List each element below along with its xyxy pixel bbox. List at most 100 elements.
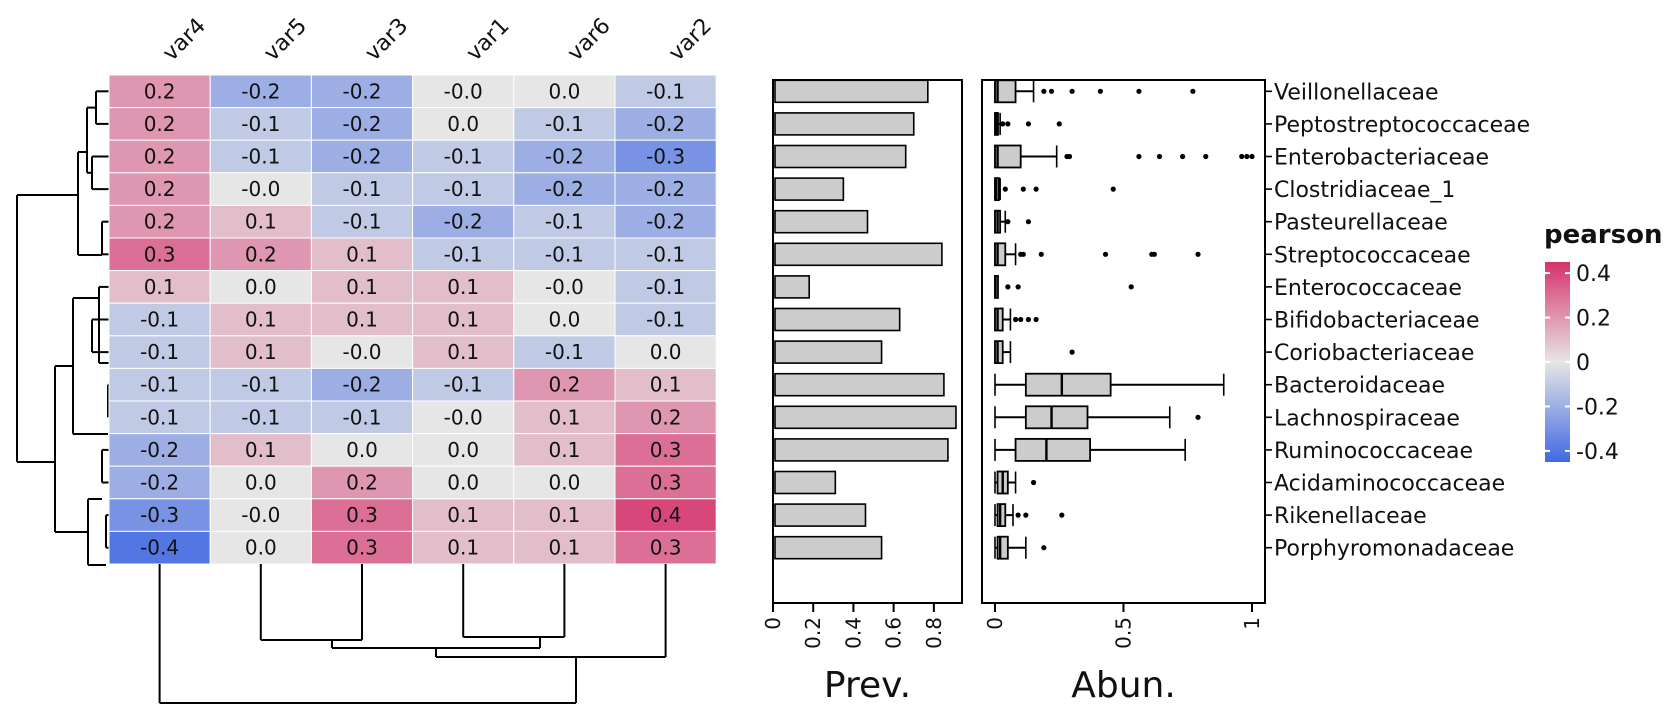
heatmap-cell-label: -0.2 — [342, 145, 381, 169]
heatmap-cell-label: 0.2 — [144, 177, 176, 201]
heatmap-cell — [209, 302, 312, 337]
column-labels: var4 var5 var3 var1 var6 var2 — [158, 14, 717, 67]
heatmap-cell-label: 0.1 — [245, 340, 277, 364]
prevalence-bar-panel: 0 0.2 0.4 0.6 0.8 Prev. — [761, 79, 963, 706]
heatmap-cell — [209, 204, 312, 239]
heatmap-cell-label: 0.2 — [245, 242, 277, 266]
heatmap-cell-label: -0.1 — [646, 242, 685, 266]
boxplot-outlier — [1033, 186, 1039, 192]
boxplot-outlier — [1097, 88, 1103, 94]
heatmap-cell-label: 0.3 — [346, 503, 378, 527]
heatmap-cell-label: -0.1 — [140, 405, 179, 429]
heatmap-cell-label: 0.0 — [548, 308, 580, 332]
prevalence-axis-title: Prev. — [824, 665, 911, 706]
column-label: var5 — [259, 14, 312, 67]
boxplot-outlier — [1025, 316, 1032, 323]
heatmap-cell-label: -0.1 — [646, 275, 685, 299]
heatmap-cell-label: -0.1 — [241, 405, 280, 429]
boxplot-outlier — [1038, 251, 1044, 257]
heatmap-cell — [108, 237, 211, 272]
heatmap-cell-label: -0.2 — [342, 79, 381, 103]
prevalence-x-tick-label: 0.2 — [801, 617, 825, 649]
heatmap-cell-label: 0.0 — [245, 275, 277, 299]
boxplot-outlier — [1020, 186, 1026, 192]
boxplot-box — [1024, 372, 1112, 397]
prevalence-bar — [774, 242, 943, 267]
row-label: Clostridiaceae_1 — [1274, 178, 1455, 203]
boxplot-outlier — [1151, 251, 1157, 257]
heatmap-cell — [614, 139, 717, 174]
boxplot-outlier — [1005, 284, 1011, 290]
color-legend: pearson 0.4 0.2 0 -0.2 -0.4 — [1544, 220, 1662, 465]
heatmap-cell-label: 0.0 — [447, 112, 479, 136]
heatmap-cell — [209, 139, 312, 174]
boxplot-outlier — [1239, 153, 1245, 160]
column-label: var4 — [158, 14, 211, 67]
boxplot-outlier — [1249, 153, 1255, 160]
boxplot-outlier — [1136, 153, 1142, 160]
heatmap-cell-label: 0.1 — [447, 308, 479, 332]
boxplot-outlier — [1002, 186, 1008, 192]
heatmap-cell-label: -0.1 — [241, 112, 280, 136]
heatmap-cell-label: -0.1 — [444, 242, 483, 266]
heatmap-cell-label: 0.3 — [144, 242, 176, 266]
heatmap-cell — [108, 107, 211, 141]
heatmap-cell — [310, 367, 414, 402]
heatmap-cell — [513, 302, 616, 337]
heatmap-cell — [310, 172, 414, 206]
heatmap-cell-label: -0.1 — [545, 340, 584, 364]
heatmap-cell — [310, 139, 414, 174]
heatmap-cell-label: 0.2 — [144, 145, 176, 169]
row-label: Pasteurellaceae — [1274, 211, 1448, 236]
boxplot-outlier — [1203, 153, 1209, 160]
heatmap-cell — [412, 498, 515, 532]
legend-tick-label: 0.2 — [1576, 307, 1611, 332]
heatmap-cell-label: 0.0 — [548, 471, 580, 495]
column-label: var6 — [563, 14, 616, 67]
boxplot-box — [1014, 437, 1091, 462]
prevalence-bar — [774, 372, 945, 397]
heatmap-cell — [614, 302, 717, 337]
heatmap-cell-label: -0.0 — [241, 177, 280, 201]
legend-tick-label: -0.4 — [1576, 440, 1619, 465]
heatmap-cell-label: -0.0 — [545, 275, 584, 299]
heatmap-cell — [108, 498, 211, 532]
heatmap-cell-label: 0.2 — [144, 210, 176, 234]
boxplot-outlier — [1190, 88, 1196, 94]
heatmap-cell — [209, 74, 312, 109]
boxplot-outlier — [1033, 316, 1039, 323]
prevalence-x-tick-label: 0.8 — [922, 617, 946, 649]
legend-tick-label: -0.2 — [1576, 395, 1619, 420]
prevalence-bar — [774, 275, 810, 299]
heatmap-cell-label: 0.0 — [447, 438, 479, 462]
boxplot-outlier — [1025, 121, 1032, 127]
heatmap-cell — [513, 433, 616, 467]
heatmap-cell — [513, 74, 616, 109]
prevalence-x-tick-label: 0 — [761, 617, 785, 630]
heatmap-cell-label: -0.2 — [140, 438, 179, 462]
boxplot-outlier — [1000, 121, 1006, 127]
boxplot-box — [1024, 405, 1089, 430]
heatmap-cell-label: 0.3 — [650, 438, 682, 462]
heatmap-cell-label: -0.0 — [342, 340, 381, 364]
heatmap-cell-label: -0.2 — [646, 210, 685, 234]
heatmap-cell-label: 0.0 — [245, 471, 277, 495]
boxplot-outlier — [1015, 284, 1021, 290]
heatmap-cell-label: 0.1 — [548, 503, 580, 527]
heatmap-cell — [310, 204, 414, 239]
heatmap-cell-label: -0.1 — [444, 373, 483, 397]
boxplot-outlier — [1005, 219, 1011, 225]
boxplot-outlier — [1041, 88, 1047, 94]
heatmap-cell-label: 0.2 — [650, 405, 682, 429]
heatmap-cell — [513, 367, 616, 402]
heatmap-cell-label: -0.1 — [140, 308, 179, 332]
row-label: Enterobacteriaceae — [1274, 146, 1489, 171]
heatmap-cell-label: 0.1 — [144, 275, 176, 299]
heatmap-cell-label: -0.2 — [444, 210, 483, 234]
boxplot-outlier — [1018, 316, 1024, 323]
column-label: var2 — [664, 14, 717, 67]
boxplot-outlier — [1005, 121, 1011, 127]
heatmap-cell-label: -0.1 — [545, 242, 584, 266]
heatmap-cell — [412, 530, 515, 565]
